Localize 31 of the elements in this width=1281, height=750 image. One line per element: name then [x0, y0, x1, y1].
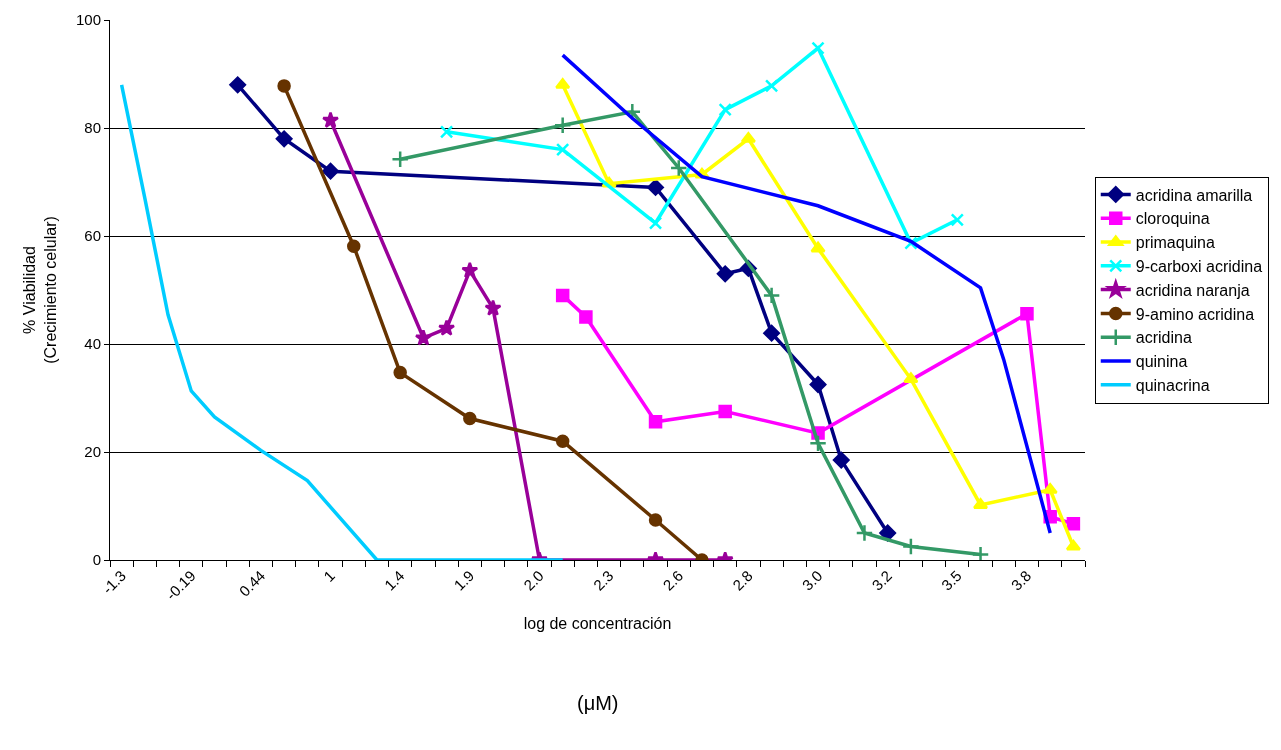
- x-tick-label: 3.0: [798, 566, 826, 594]
- y-tick-label: 60: [84, 227, 101, 245]
- legend-label: acridina amarilla: [1135, 186, 1253, 204]
- legend-label: quinacrina: [1135, 377, 1210, 395]
- legend-label: quinina: [1135, 353, 1188, 371]
- x-tick-label: 2.8: [729, 566, 756, 594]
- legend-label: 9-carboxi acridina: [1135, 258, 1263, 276]
- x-tick-label: 1.4: [380, 566, 408, 594]
- legend-label: acridina: [1135, 329, 1192, 347]
- y-tick-label: 20: [84, 443, 101, 461]
- x-tick-label: 0.44: [235, 566, 269, 600]
- y-axis-title: % Viabilidad (Crecimiento celular): [21, 216, 59, 364]
- x-tick-label: 2.3: [589, 566, 617, 594]
- y-tick-label: 80: [84, 119, 101, 137]
- x-tick-label: -1.3: [98, 566, 130, 598]
- legend-label: cloroquina: [1135, 210, 1210, 228]
- x-tick-label: 3.2: [868, 566, 896, 594]
- y-tick-label: 40: [84, 335, 101, 353]
- x-tick-label: 1: [320, 566, 338, 585]
- x-axis-title: log de concentración: [523, 614, 672, 632]
- x-tick-label: 2.0: [520, 566, 547, 594]
- legend-label: acridina naranja: [1135, 281, 1250, 299]
- text: (μM): [577, 692, 619, 714]
- y-tick-label: 100: [75, 11, 101, 29]
- x-tick-label: 2.6: [659, 566, 687, 594]
- y-tick-label: 0: [92, 551, 101, 569]
- legend-label: 9-amino acridina: [1135, 305, 1255, 323]
- x-tick-label: 1.9: [450, 566, 478, 594]
- x-tick-label: 3.8: [1007, 566, 1035, 594]
- legend-label: primaquina: [1135, 234, 1216, 252]
- x-tick-label: 3.5: [937, 566, 965, 594]
